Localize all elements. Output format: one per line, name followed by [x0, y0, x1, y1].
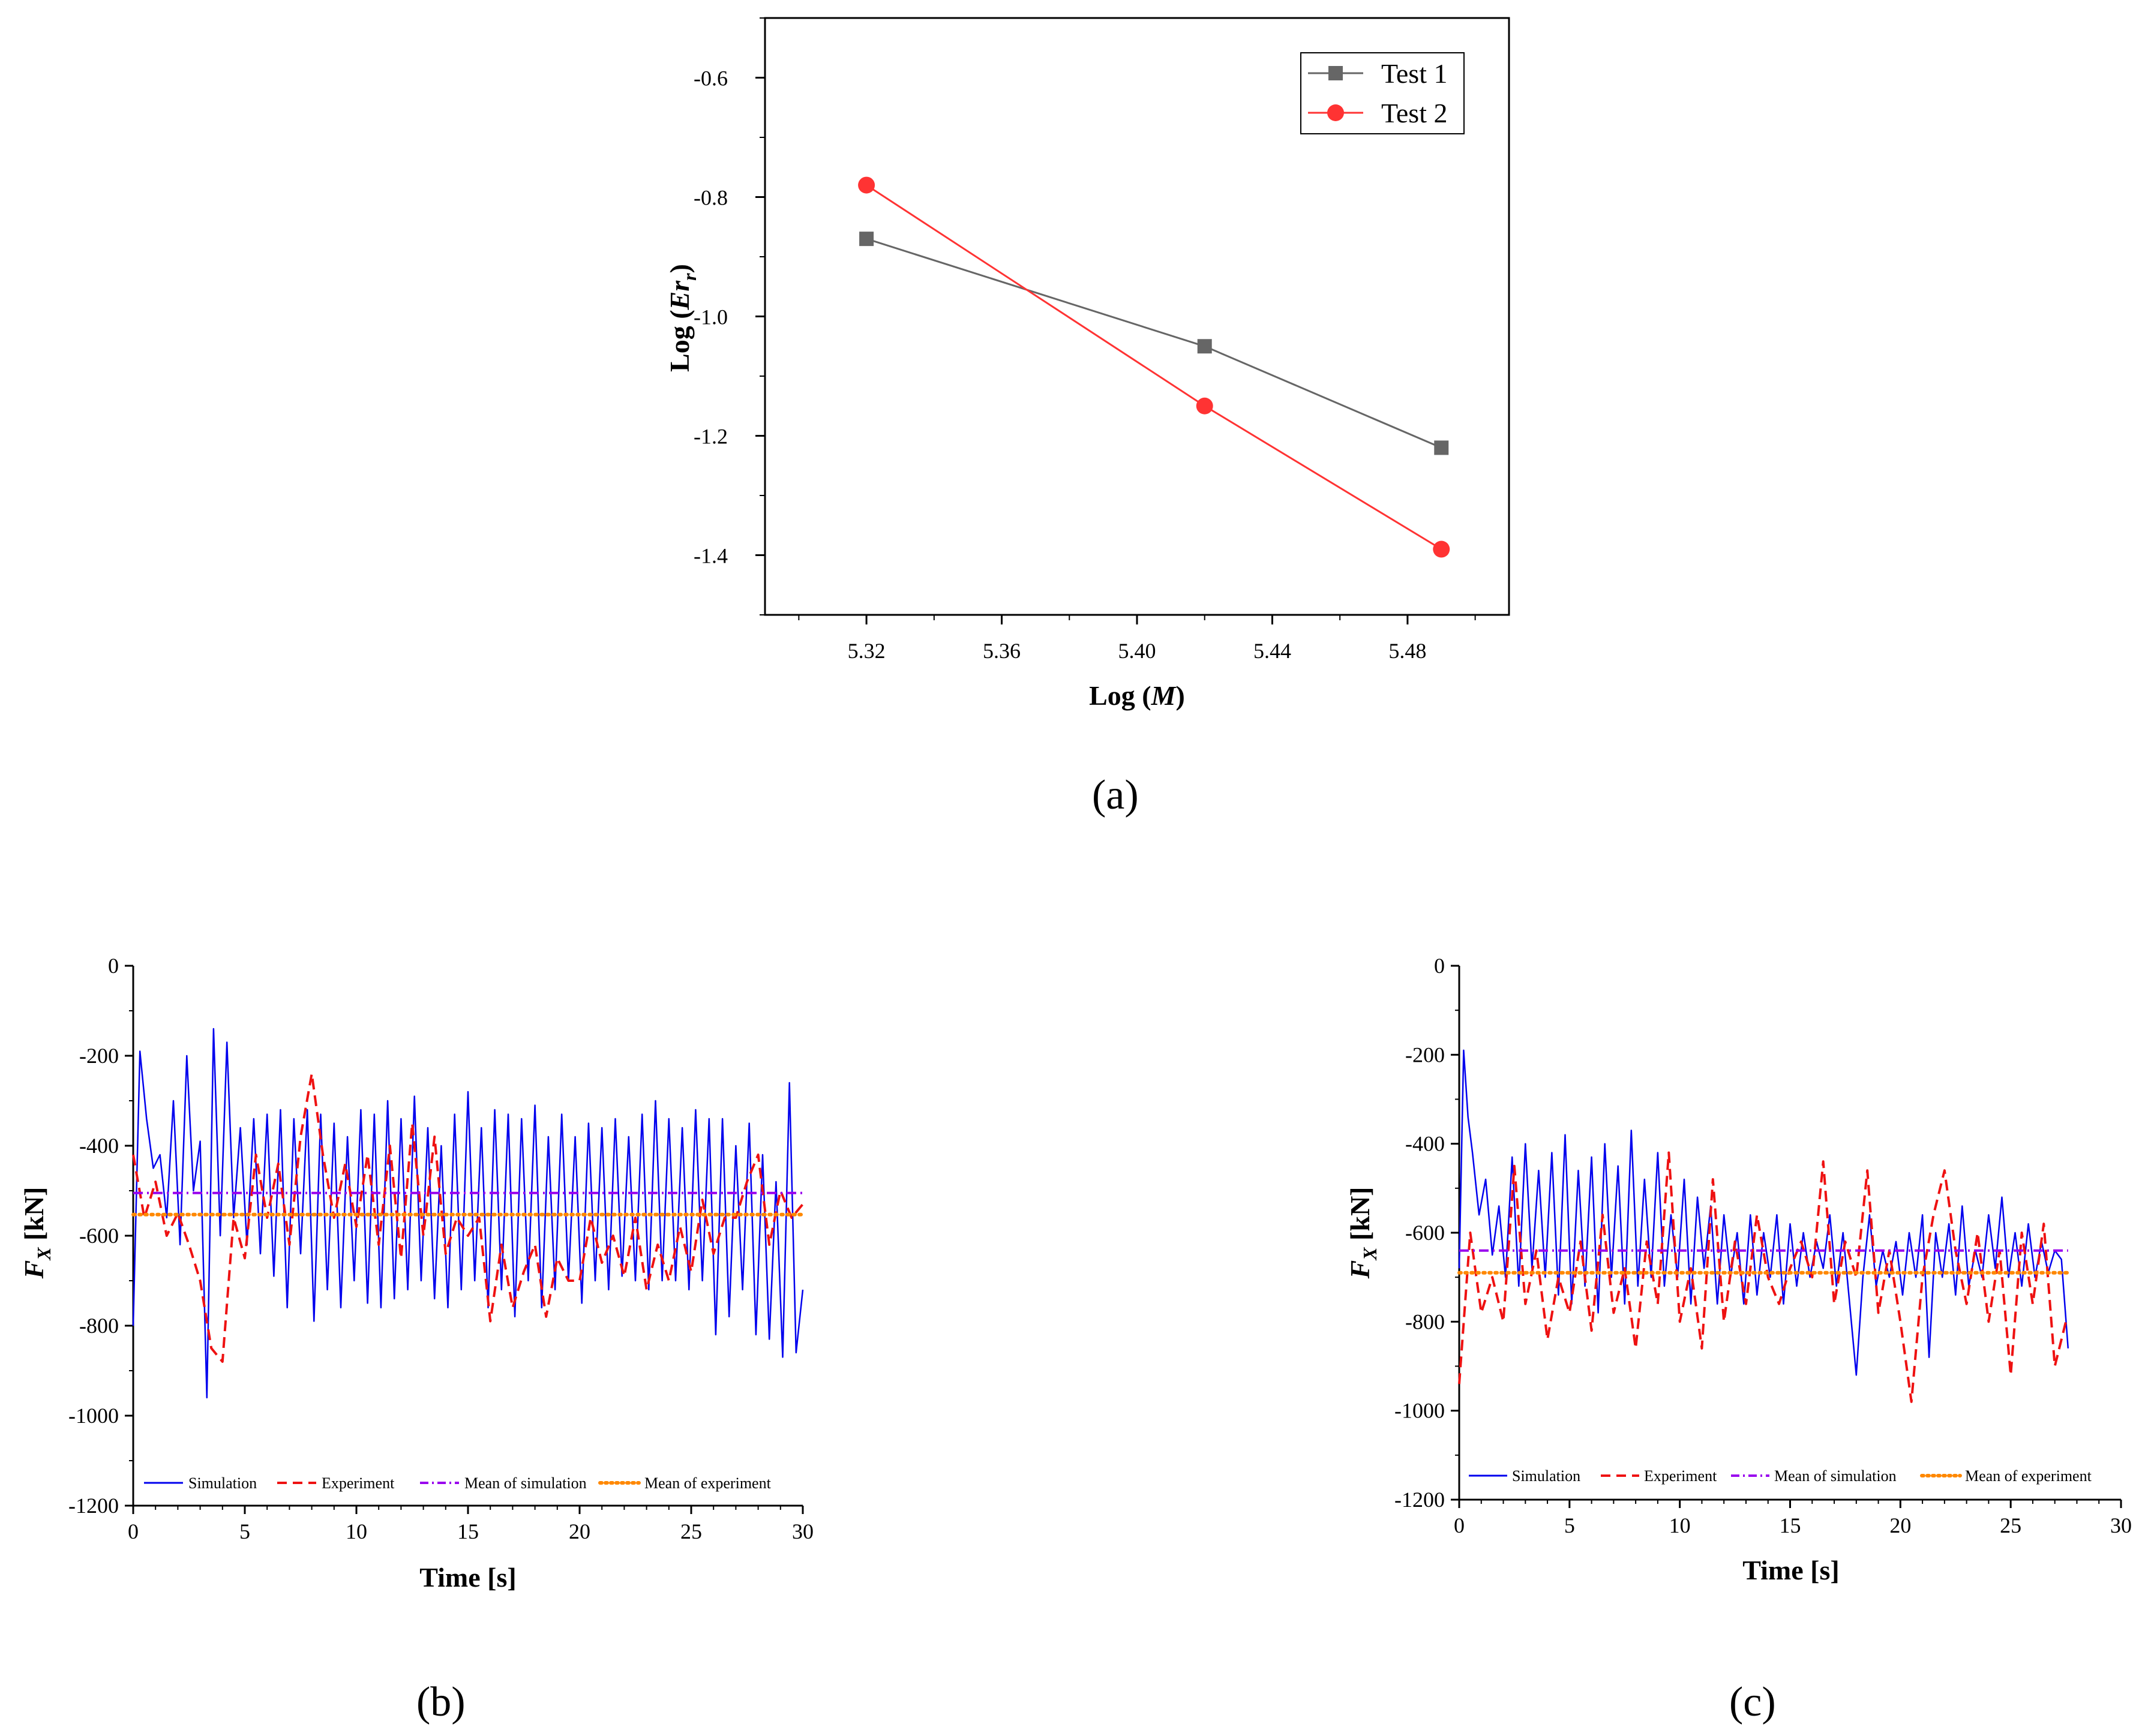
chart-b-ticks: 0 5 10 15 20 25 30 0 -200 -400 -600 -800 -1000 -1200	[68, 954, 814, 1543]
chart-a-ytick-label: -0.8	[694, 186, 728, 210]
chart-a-ytick-label: -1.0	[694, 305, 728, 329]
chart-c-legend: Simulation Experiment Mean of simulation…	[1469, 1467, 2092, 1485]
chart-c-ytick-label: -200	[1405, 1043, 1445, 1067]
chart-a-ticks: 5.32 5.36 5.40 5.44 5.48 -0.6 -0.8 -1.0 -1.2 -1.4	[694, 17, 1476, 663]
chart-b-xtick-label: 30	[792, 1519, 814, 1543]
chart-c-xtick-label: 10	[1669, 1513, 1691, 1537]
legend-label-mean-experiment: Mean of experiment	[644, 1474, 772, 1492]
chart-b-ytick-label: -1000	[68, 1404, 119, 1428]
chart-b-xtick-label: 0	[128, 1519, 139, 1543]
legend-label-simulation: Simulation	[1512, 1467, 1580, 1485]
data-point-test2	[1433, 540, 1450, 558]
legend-label-experiment: Experiment	[1644, 1467, 1717, 1485]
data-point-test1	[859, 232, 874, 247]
series-line-test2	[866, 184, 1442, 550]
legend-label-test2: Test 2	[1381, 98, 1448, 128]
chart-c-xtick-label: 5	[1564, 1513, 1575, 1537]
legend-marker-test2	[1327, 104, 1344, 121]
panel-label-b: (b)	[416, 1679, 466, 1725]
chart-b-ytick-label: -600	[79, 1224, 119, 1248]
chart-a-ytick-label: -1.4	[694, 544, 728, 568]
chart-c: 0 5 10 15 20 25 300-200-400-600-800-1000-1200 …	[1345, 954, 2132, 1725]
legend-label-simulation: Simulation	[188, 1474, 257, 1492]
chart-b: 0 5 10 15 20 25 300-200-400-600-800-1000-1200 …	[19, 954, 814, 1725]
chart-c-ytick-label: -800	[1405, 1309, 1445, 1333]
chart-a-xtick-label: 5.48	[1388, 639, 1426, 663]
chart-a-xtick-label: 5.32	[848, 639, 886, 663]
chart-a-ytick-label: -1.2	[694, 425, 728, 449]
legend-marker-test1	[1328, 66, 1343, 80]
legend-label-experiment: Experiment	[322, 1474, 395, 1492]
legend-label-mean-simulation: Mean of simulation	[464, 1474, 587, 1492]
chart-c-xtick-label: 0	[1454, 1513, 1465, 1537]
chart-c-ylabel: FX [kN]	[1345, 1187, 1381, 1280]
chart-b-xlabel: Time [s]	[419, 1562, 516, 1593]
chart-c-ytick-label: -1000	[1394, 1399, 1445, 1423]
chart-a-legend: Test 1 Test 2	[1300, 52, 1465, 134]
chart-b-series	[131, 1028, 805, 1399]
chart-c-ytick-label: 0	[1434, 954, 1445, 978]
chart-c-xtick-label: 25	[2000, 1513, 2021, 1537]
chart-c-ticks: 0 5 10 15 20 25 30 0 -200 -400 -600 -800 -1000 -1200	[1394, 954, 2132, 1537]
chart-c-ytick-label: -1200	[1394, 1488, 1445, 1512]
chart-a-xlabel: Log (M)	[1089, 680, 1185, 711]
data-point-test1	[1434, 440, 1449, 455]
chart-a-xtick-label: 5.36	[983, 639, 1021, 663]
series-line-test1	[866, 238, 1442, 449]
chart-b-ylabel: FX [kN]	[19, 1187, 55, 1280]
chart-a-series	[858, 176, 1450, 558]
chart-a-xtick-label: 5.40	[1118, 639, 1156, 663]
legend-label-mean-simulation: Mean of simulation	[1774, 1467, 1897, 1485]
chart-b-series-experiment	[132, 1073, 804, 1363]
chart-c-xlabel: Time [s]	[1742, 1555, 1839, 1585]
chart-b-xtick-label: 15	[457, 1519, 479, 1543]
legend-label-test1: Test 1	[1381, 58, 1448, 89]
chart-b-ytick-label: -400	[79, 1134, 119, 1158]
chart-b-legend: Simulation Experiment Mean of simulation…	[144, 1474, 772, 1492]
chart-b-ytick-label: -800	[79, 1314, 119, 1338]
chart-a-ylabel: Log (Err)	[664, 264, 700, 372]
chart-c-xtick-label: 30	[2110, 1513, 2132, 1537]
chart-b-ytick-label: -1200	[68, 1494, 119, 1518]
chart-b-ytick-label: -200	[79, 1044, 119, 1068]
chart-b-series-simulation	[132, 1028, 804, 1399]
panel-label-a: (a)	[1092, 772, 1139, 818]
chart-b-ytick-label: 0	[108, 954, 119, 978]
chart-a-ytick-label: -0.6	[694, 67, 728, 91]
chart-c-ytick-label: -600	[1405, 1221, 1445, 1245]
data-point-test2	[858, 176, 875, 194]
chart-b-xtick-label: 10	[346, 1519, 367, 1543]
chart-a-legend-box	[1300, 52, 1465, 134]
panel-label-c: (c)	[1729, 1679, 1776, 1725]
chart-c-series-experiment	[1458, 1151, 2068, 1403]
chart-c-ytick-label: -400	[1405, 1132, 1445, 1156]
chart-c-series-simulation	[1458, 1049, 2069, 1376]
chart-b-xtick-label: 25	[680, 1519, 702, 1543]
chart-c-series	[1457, 1049, 2070, 1403]
data-point-test2	[1196, 397, 1213, 415]
chart-c-xtick-label: 15	[1780, 1513, 1801, 1537]
data-point-test1	[1197, 339, 1212, 354]
chart-c-xtick-label: 20	[1889, 1513, 1911, 1537]
chart-b-xtick-label: 5	[239, 1519, 250, 1543]
legend-label-mean-experiment: Mean of experiment	[1965, 1467, 2092, 1485]
chart-b-xtick-label: 20	[569, 1519, 590, 1543]
chart-a: 5.32 5.36 5.40 5.44 5.48 -0.6 -0.8 -1.0 -1.2 -1.4…	[664, 17, 1510, 818]
chart-a-xtick-label: 5.44	[1253, 639, 1291, 663]
